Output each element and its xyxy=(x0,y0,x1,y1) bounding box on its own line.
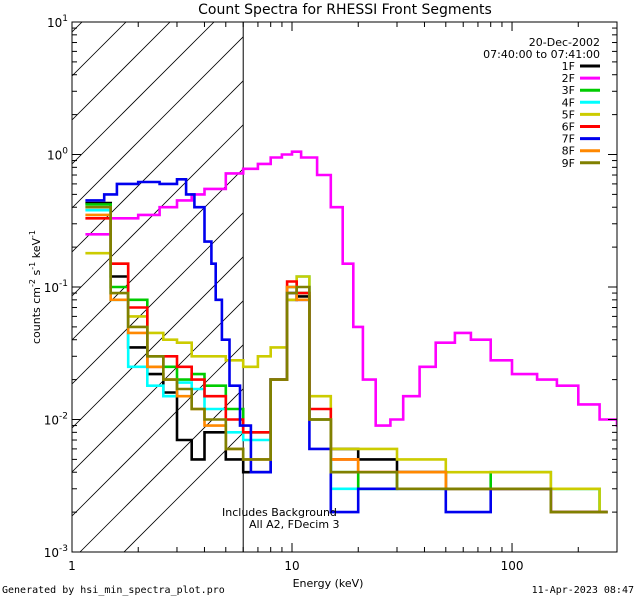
legend-label-2f: 2F xyxy=(562,72,575,85)
y-tick-label: 10-3 xyxy=(44,544,68,560)
x-tick-label: 10 xyxy=(284,559,299,573)
hatch-line xyxy=(72,168,244,341)
hatch-line xyxy=(72,256,244,429)
annotation-decim: All A2, FDecim 3 xyxy=(249,518,340,531)
legend-label-6f: 6F xyxy=(562,121,575,134)
y-axis-label: counts cm-2 s-1 keV-1 xyxy=(28,230,43,344)
hatch-line xyxy=(72,22,171,121)
legend-label-7f: 7F xyxy=(562,133,575,146)
hatch-line xyxy=(72,80,244,253)
hatch-line xyxy=(72,212,244,385)
x-tick-label: 100 xyxy=(501,559,524,573)
legend-label-8f: 8F xyxy=(562,145,575,158)
y-tick-label: 100 xyxy=(47,147,68,163)
hatch-line xyxy=(72,36,244,209)
hatch-line xyxy=(79,388,244,552)
x-axis-label: Energy (keV) xyxy=(293,577,364,590)
hatch-line xyxy=(72,124,244,297)
y-tick-label: 10-2 xyxy=(44,412,68,428)
hatched-region xyxy=(72,22,244,552)
legend-label-4f: 4F xyxy=(562,96,575,109)
time-range-label: 07:40:00 to 07:41:00 xyxy=(483,48,600,61)
series-line-9f xyxy=(85,205,608,514)
y-tick-label: 101 xyxy=(47,14,68,30)
series-line-2f xyxy=(85,150,617,427)
legend-label-1f: 1F xyxy=(562,60,575,73)
hatch-line xyxy=(123,432,244,552)
series-line-7f xyxy=(85,178,608,514)
hatch-line xyxy=(72,22,215,165)
series-line-5f xyxy=(85,251,608,514)
legend-label-3f: 3F xyxy=(562,84,575,97)
date-label: 20-Dec-2002 xyxy=(529,36,600,49)
hatch-line xyxy=(72,22,127,77)
footer-timestamp: 11-Apr-2023 08:47 xyxy=(531,585,634,596)
legend-label-5f: 5F xyxy=(562,108,575,121)
x-tick-label: 1 xyxy=(68,559,76,573)
y-tick-label: 10-1 xyxy=(44,279,68,295)
legend-label-9f: 9F xyxy=(562,157,575,170)
chart-title: Count Spectra for RHESSI Front Segments xyxy=(198,2,492,18)
annotation-background: Includes Background xyxy=(222,506,337,519)
footer-generated-by: Generated by hsi_min_spectra_plot.pro xyxy=(2,585,225,596)
hatch-line xyxy=(72,344,244,517)
